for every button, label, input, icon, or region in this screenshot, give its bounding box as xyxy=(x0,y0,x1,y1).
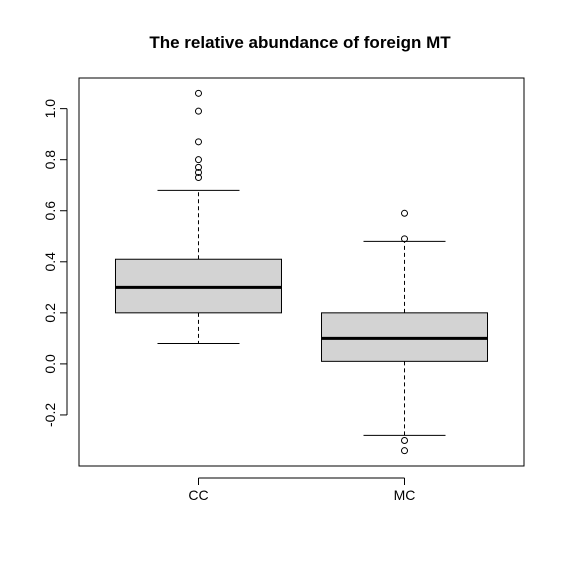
outlier-point xyxy=(401,436,409,444)
outlier-point xyxy=(194,107,202,115)
y-tick-label: 0.4 xyxy=(42,252,58,272)
x-axis: CC MC xyxy=(188,477,416,503)
outlier-point xyxy=(194,138,202,146)
box-cc xyxy=(114,89,282,344)
y-axis: -0.2 0.0 0.2 0.4 0.6 0.8 1.0 xyxy=(42,99,68,427)
chart-title: The relative abundance of foreign MT xyxy=(149,33,451,52)
y-tick-label: 0.8 xyxy=(42,150,58,170)
y-tick-label: 0.6 xyxy=(42,201,58,221)
x-tick-label: MC xyxy=(394,487,416,503)
outlier-point xyxy=(194,89,202,97)
outlier-point xyxy=(401,447,409,455)
outlier-point xyxy=(401,209,409,217)
outlier-point xyxy=(194,163,202,171)
outlier-point xyxy=(194,168,202,176)
y-tick-label: 1.0 xyxy=(42,99,58,119)
outlier-point xyxy=(194,156,202,164)
boxes xyxy=(114,89,489,455)
x-tick-label: CC xyxy=(188,487,208,503)
plot-frame xyxy=(78,77,525,467)
y-tick-label: -0.2 xyxy=(42,403,58,427)
y-tick-label: 0.0 xyxy=(42,354,58,374)
outlier-point xyxy=(401,235,409,243)
box-mc xyxy=(321,209,489,455)
outlier-point xyxy=(194,174,202,182)
y-tick-label: 0.2 xyxy=(42,303,58,323)
